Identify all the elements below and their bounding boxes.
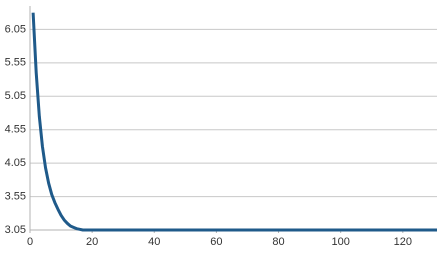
y-tick-label: 5.05 <box>5 90 26 102</box>
x-tick-label: 100 <box>332 236 350 248</box>
x-tick-label: 120 <box>394 236 412 248</box>
line <box>31 12 437 232</box>
x-tick-label: 80 <box>272 236 284 248</box>
y-tick-label: 3.05 <box>5 224 26 236</box>
x-tick-label: 40 <box>148 236 160 248</box>
x-tick-label: 20 <box>86 236 98 248</box>
x-tick-label: 0 <box>27 236 33 248</box>
y-tick-label: 5.55 <box>5 57 26 69</box>
y-tick-label: 4.55 <box>5 124 26 136</box>
y-tick-label: 3.55 <box>5 190 26 202</box>
x-tick-label: 60 <box>210 236 222 248</box>
y-tick-label: 6.05 <box>5 23 26 35</box>
y-tick-label: 4.05 <box>5 157 26 169</box>
